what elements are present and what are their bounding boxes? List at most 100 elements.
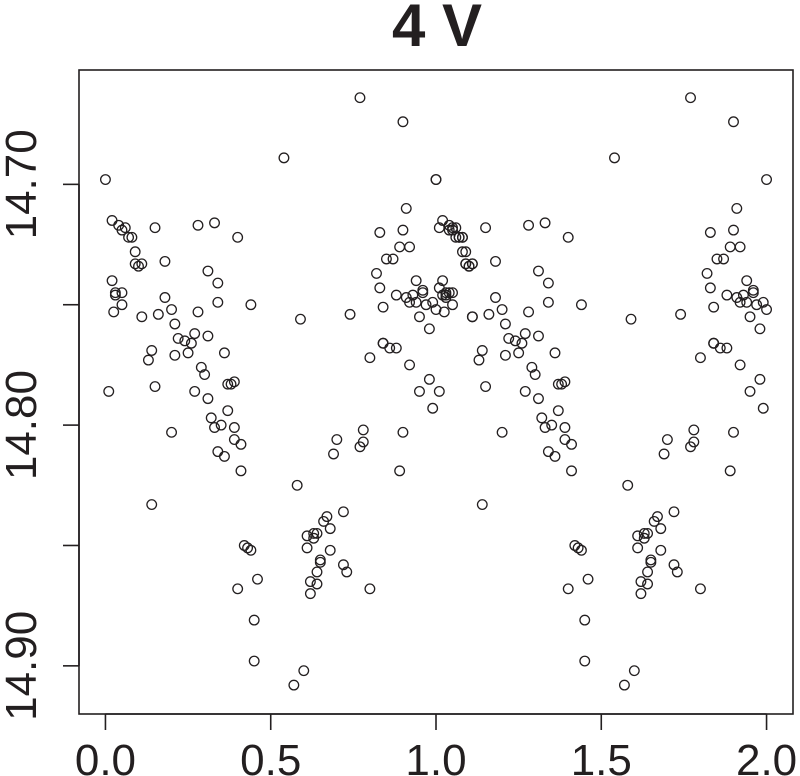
data-point	[741, 296, 753, 308]
data-point	[106, 215, 118, 226]
data-point	[169, 349, 181, 361]
data-point	[658, 448, 670, 460]
data-point	[202, 265, 214, 277]
data-point	[341, 566, 353, 578]
data-point	[761, 174, 773, 185]
data-point	[390, 289, 402, 301]
data-point	[728, 426, 739, 438]
data-point	[298, 665, 310, 677]
plot-frame	[78, 69, 794, 715]
data-point	[308, 527, 320, 539]
data-point	[453, 231, 465, 243]
data-point	[149, 222, 161, 234]
data-point	[212, 296, 224, 308]
data-point	[288, 679, 300, 691]
data-point	[314, 554, 326, 566]
data-point	[582, 573, 594, 585]
data-point	[218, 450, 230, 462]
data-point	[523, 306, 535, 318]
data-point	[225, 378, 237, 390]
data-point	[642, 566, 654, 578]
data-point	[642, 578, 654, 590]
data-point	[295, 313, 306, 325]
x-tick-label: 0.0	[75, 736, 136, 776]
data-point	[744, 311, 756, 323]
data-point	[694, 352, 706, 364]
y-tick-label: 14.80	[0, 370, 46, 480]
data-point	[559, 422, 571, 433]
data-point	[579, 614, 591, 626]
data-point	[675, 308, 687, 320]
data-point	[447, 222, 458, 234]
data-point	[688, 424, 700, 436]
data-point	[423, 373, 435, 385]
data-point	[337, 506, 349, 518]
data-point	[404, 241, 416, 253]
data-point	[252, 573, 263, 585]
data-point	[374, 282, 386, 294]
data-point	[245, 544, 257, 556]
data-point	[99, 174, 111, 185]
data-point	[728, 224, 739, 236]
data-point	[364, 583, 376, 595]
data-point	[397, 224, 409, 236]
data-point	[394, 465, 406, 477]
data-point	[747, 284, 759, 296]
data-point	[423, 323, 435, 335]
data-point	[314, 556, 326, 568]
data-point	[324, 523, 336, 535]
data-point	[645, 556, 657, 568]
data-point	[490, 292, 501, 303]
data-point	[212, 446, 224, 458]
data-point	[291, 479, 303, 491]
data-point	[460, 246, 472, 258]
data-point	[189, 328, 201, 340]
data-point	[724, 465, 736, 477]
data-point	[562, 583, 574, 595]
data-point	[109, 289, 121, 301]
data-point	[655, 523, 667, 535]
data-point	[642, 527, 654, 539]
data-point	[609, 152, 620, 164]
data-point	[562, 231, 574, 243]
data-point	[119, 222, 131, 234]
data-point	[652, 511, 663, 523]
data-point	[450, 231, 462, 243]
data-point	[427, 296, 439, 308]
data-point	[496, 304, 508, 315]
data-point	[301, 530, 313, 542]
data-point	[380, 253, 392, 265]
data-point	[185, 337, 197, 349]
data-point	[129, 258, 141, 270]
data-point	[116, 224, 128, 236]
data-point	[212, 277, 224, 289]
data-point	[559, 376, 571, 388]
data-point	[328, 448, 339, 460]
data-point	[575, 544, 587, 556]
data-point	[390, 342, 402, 354]
data-point	[377, 301, 389, 313]
data-point	[685, 92, 696, 104]
data-point	[539, 422, 551, 433]
data-point	[407, 289, 419, 301]
data-point	[473, 354, 485, 366]
data-point	[711, 253, 723, 265]
data-point	[447, 299, 458, 311]
data-point	[400, 202, 412, 214]
data-point	[443, 224, 455, 236]
data-point	[404, 296, 416, 308]
data-point	[149, 381, 161, 393]
data-point	[721, 342, 733, 354]
data-point	[460, 258, 472, 270]
data-point	[192, 306, 204, 318]
data-point	[757, 296, 769, 308]
data-point	[668, 506, 680, 518]
data-point	[420, 299, 432, 311]
data-point	[228, 434, 240, 446]
data-point	[371, 267, 382, 279]
data-point	[172, 332, 184, 344]
data-point	[456, 246, 468, 258]
data-point	[622, 479, 634, 491]
data-point	[542, 296, 554, 308]
data-point	[476, 345, 488, 356]
